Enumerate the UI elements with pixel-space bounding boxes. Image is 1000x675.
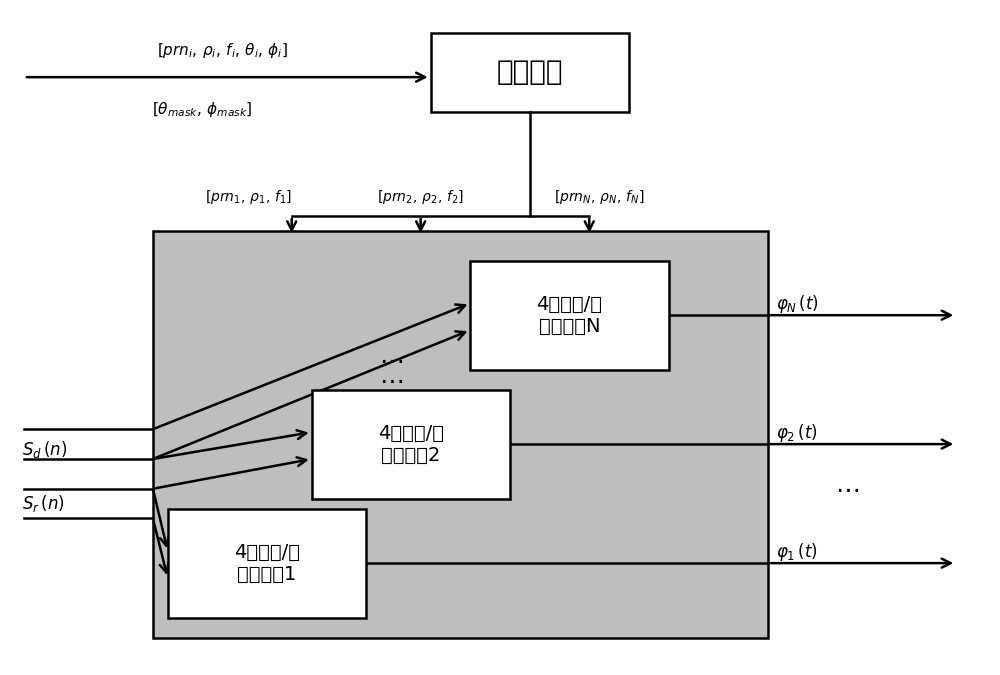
Text: $S_r\,(n)$: $S_r\,(n)$: [22, 493, 65, 514]
Text: 4通道直/反
干涉模块N: 4通道直/反 干涉模块N: [536, 295, 602, 335]
Text: 4通道直/反
干涉模块2: 4通道直/反 干涉模块2: [378, 424, 444, 464]
Text: $\cdots$: $\cdots$: [379, 348, 403, 372]
Text: $\varphi_N\,(t)$: $\varphi_N\,(t)$: [776, 293, 819, 315]
Text: 卫星选择: 卫星选择: [497, 58, 563, 86]
Bar: [431, 32, 629, 112]
Text: $[prn_2,\, \rho_2,\, f_2]$: $[prn_2,\, \rho_2,\, f_2]$: [377, 188, 464, 206]
Bar: [168, 508, 366, 618]
Text: $[prn_N,\, \rho_N,\, f_N]$: $[prn_N,\, \rho_N,\, f_N]$: [554, 188, 644, 206]
Bar: [312, 389, 510, 499]
Bar: [153, 231, 768, 637]
Text: 4通道直/反
干涉模块1: 4通道直/反 干涉模块1: [234, 543, 300, 584]
Text: $[prn_i,\, \rho_i,\, f_i,\, \theta_i,\, \phi_i]$: $[prn_i,\, \rho_i,\, f_i,\, \theta_i,\, …: [157, 41, 288, 60]
Text: $\cdots$: $\cdots$: [379, 368, 403, 391]
Text: $[\theta_{mask},\, \phi_{mask}]$: $[\theta_{mask},\, \phi_{mask}]$: [152, 100, 253, 119]
Text: $\cdots$: $\cdots$: [835, 477, 859, 501]
Text: $\varphi_2\,(t)$: $\varphi_2\,(t)$: [776, 422, 817, 444]
Text: $S_d\,(n)$: $S_d\,(n)$: [22, 439, 67, 460]
Text: $[prn_1,\, \rho_1,\, f_1]$: $[prn_1,\, \rho_1,\, f_1]$: [205, 188, 292, 206]
Text: $\varphi_1\,(t)$: $\varphi_1\,(t)$: [776, 541, 817, 563]
Bar: [470, 261, 669, 370]
